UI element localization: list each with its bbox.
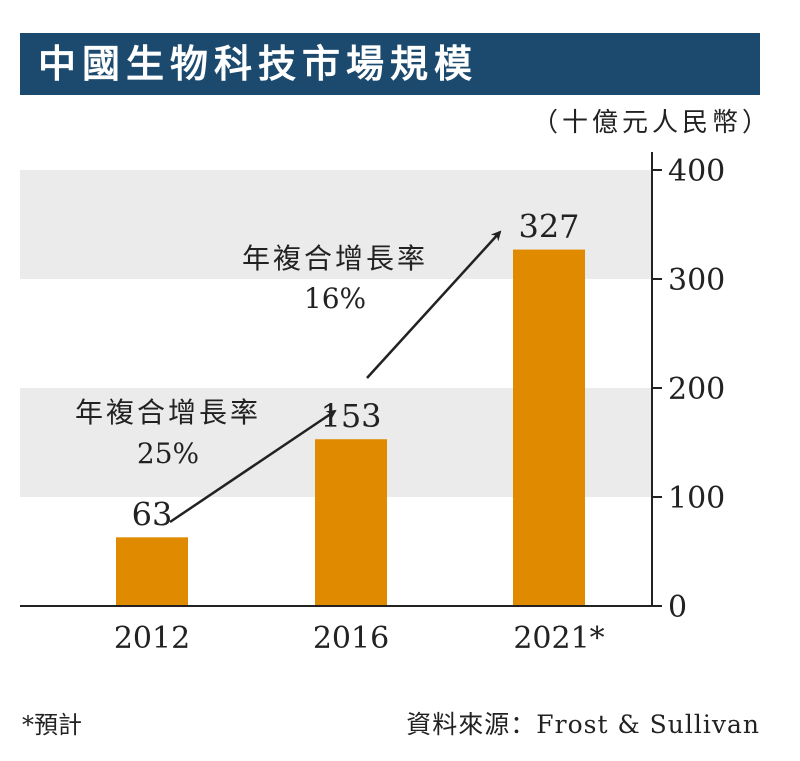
x-tick-label: 2012 xyxy=(114,621,190,656)
value-label: 63 xyxy=(132,495,173,533)
y-tick-label: 0 xyxy=(668,590,687,625)
value-label: 327 xyxy=(518,208,579,246)
bar-2012 xyxy=(116,537,188,606)
growth-arrow xyxy=(169,409,337,524)
bar-2016 xyxy=(315,439,387,606)
unit-label: （十億元人民幣） xyxy=(531,108,772,138)
y-tick-label: 200 xyxy=(668,372,725,407)
bar-chart: 63 2012 153 2016 327 2021* 0 100 200 300 400 年複合增長… xyxy=(20,152,725,656)
x-tick-label: 2016 xyxy=(313,621,389,656)
cagr-value: 25% xyxy=(137,437,199,470)
growth-arrow xyxy=(366,230,502,379)
value-label: 153 xyxy=(320,397,381,435)
y-tick-label: 300 xyxy=(668,263,725,298)
source-note: 資料來源：Frost & Sullivan xyxy=(406,710,760,739)
chart-title: 中國生物科技市場規模 xyxy=(38,42,479,86)
y-tick-label: 400 xyxy=(668,154,725,189)
bar-2021 xyxy=(513,249,585,606)
y-tick-label: 100 xyxy=(668,481,725,516)
cagr-label: 年複合增長率 xyxy=(242,242,428,275)
cagr-value: 16% xyxy=(304,282,366,315)
title-bar: 中國生物科技市場規模 xyxy=(20,33,760,95)
cagr-label: 年複合增長率 xyxy=(75,396,261,429)
x-tick-label: 2021* xyxy=(513,621,604,656)
footnote: *預計 xyxy=(22,711,82,739)
